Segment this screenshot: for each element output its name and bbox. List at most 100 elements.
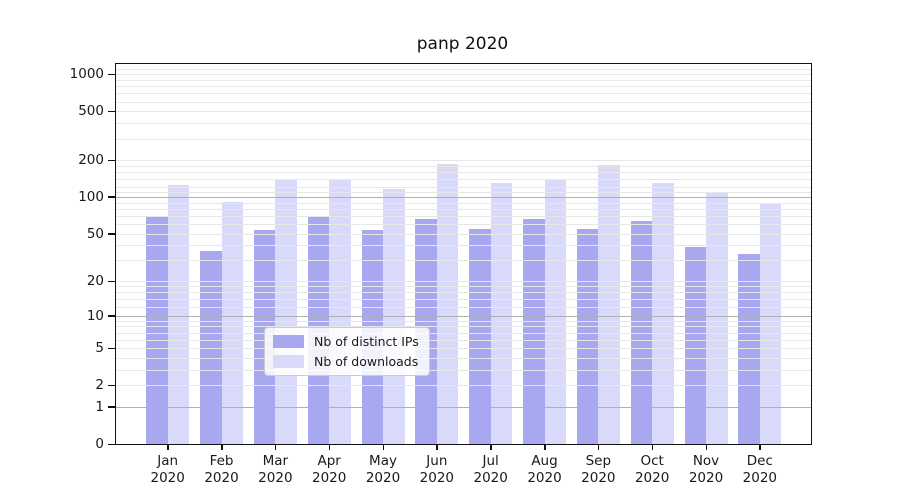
gridline-minor	[116, 208, 811, 210]
bar-downloads-dec	[759, 203, 782, 444]
y-axis-tick-label: 1	[95, 398, 104, 415]
x-axis-tick-label: Apr 2020	[312, 453, 347, 486]
gridline-100	[116, 196, 811, 198]
gridline-10	[116, 315, 811, 317]
x-tick-mark	[328, 444, 331, 450]
gridline-minor	[116, 357, 811, 359]
gridline-minor	[116, 369, 811, 371]
bar-downloads-feb	[221, 201, 244, 444]
gridline-minor	[116, 187, 811, 189]
gridline-minor	[116, 299, 811, 301]
bar-distinct-ips-aug	[523, 218, 545, 444]
gridline-minor	[116, 138, 811, 140]
x-axis-tick-label: Jan 2020	[150, 453, 185, 486]
x-tick-mark	[490, 444, 492, 450]
y-tick-mark	[108, 110, 115, 113]
x-tick-mark	[167, 444, 169, 450]
legend-swatch-distinct-ips	[273, 335, 304, 348]
gridline-2	[116, 385, 811, 387]
x-tick-mark	[544, 444, 546, 450]
gridline-minor	[116, 332, 811, 334]
x-axis-tick-label: Oct 2020	[634, 453, 670, 486]
y-axis-tick-label: 1000	[69, 66, 104, 83]
bar-downloads-oct	[652, 182, 674, 444]
gridline-minor	[116, 306, 811, 308]
bar-downloads-sep	[598, 165, 620, 444]
gridline-1000	[116, 74, 811, 76]
gridline-minor	[116, 165, 811, 167]
gridline-1	[116, 406, 811, 408]
x-tick-mark	[382, 444, 385, 450]
y-tick-mark	[108, 73, 115, 76]
y-tick-mark	[108, 315, 115, 317]
gridline-minor	[116, 69, 811, 71]
y-axis-tick-label: 2	[95, 377, 104, 394]
gridline-minor	[116, 101, 811, 103]
x-tick-mark	[436, 444, 438, 450]
x-axis-tick-label: Dec 2020	[742, 453, 777, 486]
legend-item-distinct-ips: Nb of distinct IPs	[273, 334, 419, 349]
x-axis-tick-label: Nov 2020	[688, 453, 724, 486]
y-tick-mark	[108, 159, 115, 162]
gridline-minor	[116, 202, 811, 204]
x-axis-tick-label: Feb 2020	[204, 453, 239, 486]
bar-distinct-ips-jul	[469, 228, 491, 444]
legend: Nb of distinct IPs Nb of downloads	[264, 327, 430, 376]
x-tick-mark	[597, 444, 600, 450]
gridline-minor	[116, 215, 811, 217]
bar-downloads-nov	[706, 192, 728, 444]
bar-downloads-jan	[167, 185, 190, 444]
y-tick-mark	[108, 233, 115, 235]
gridline-minor	[116, 123, 811, 125]
legend-label-distinct-ips: Nb of distinct IPs	[314, 334, 419, 349]
legend-label-downloads: Nb of downloads	[314, 354, 419, 369]
gridline-minor	[116, 245, 811, 247]
plot-area: 1000 500 200 100 50 20 10 5 2 1 0 Jan 2020 Feb 2020 M…	[70, 63, 812, 486]
gridline-minor	[116, 320, 811, 322]
bar-downloads-jul	[490, 183, 513, 444]
bar-downloads-apr	[329, 179, 351, 444]
bar-downloads-aug	[544, 179, 566, 444]
x-axis-tick-label: Jun 2020	[419, 453, 455, 486]
y-axis-tick-label: 200	[78, 152, 104, 169]
gridline-20	[116, 281, 811, 283]
y-axis-tick-label: 10	[86, 307, 104, 324]
bar-distinct-ips-oct	[630, 221, 653, 444]
gridline-minor	[116, 292, 811, 294]
gridline-minor	[116, 223, 811, 225]
gridline-minor	[116, 86, 811, 88]
legend-item-downloads: Nb of downloads	[273, 354, 419, 369]
gridline-200	[116, 160, 811, 162]
gridline-minor	[116, 339, 811, 341]
gridline-minor	[116, 79, 811, 81]
gridline-500	[116, 111, 811, 113]
x-axis-tick-label: May 2020	[365, 453, 401, 486]
gridline-5	[116, 348, 811, 350]
x-axis-tick-label: Sep 2020	[581, 453, 616, 486]
y-axis-tick-label: 5	[95, 340, 104, 357]
x-axis-tick-label: Aug 2020	[527, 453, 562, 486]
gridline-minor	[116, 172, 811, 173]
gridline-minor	[116, 326, 811, 328]
bar-downloads-mar	[275, 179, 297, 444]
x-axis-tick-label: Mar 2020	[258, 453, 293, 486]
bar-distinct-ips-nov	[684, 246, 706, 444]
y-tick-mark	[108, 384, 115, 387]
gridline-minor	[116, 286, 811, 288]
x-tick-mark	[221, 444, 223, 450]
y-axis-tick-label: 500	[78, 103, 104, 120]
legend-swatch-downloads	[273, 355, 304, 368]
gridline-50	[116, 233, 811, 235]
y-tick-mark	[108, 280, 115, 283]
bar-distinct-ips-jan	[146, 217, 168, 444]
y-tick-mark	[108, 443, 115, 445]
x-tick-mark	[651, 444, 654, 450]
bar-downloads-jun	[436, 163, 459, 444]
gridline-minor	[116, 93, 811, 95]
y-tick-mark	[108, 406, 115, 408]
gridline-minor	[116, 191, 811, 193]
y-axis-tick-label: 50	[86, 225, 104, 242]
chart-title: panp 2020	[416, 34, 509, 54]
y-tick-mark	[108, 196, 115, 198]
